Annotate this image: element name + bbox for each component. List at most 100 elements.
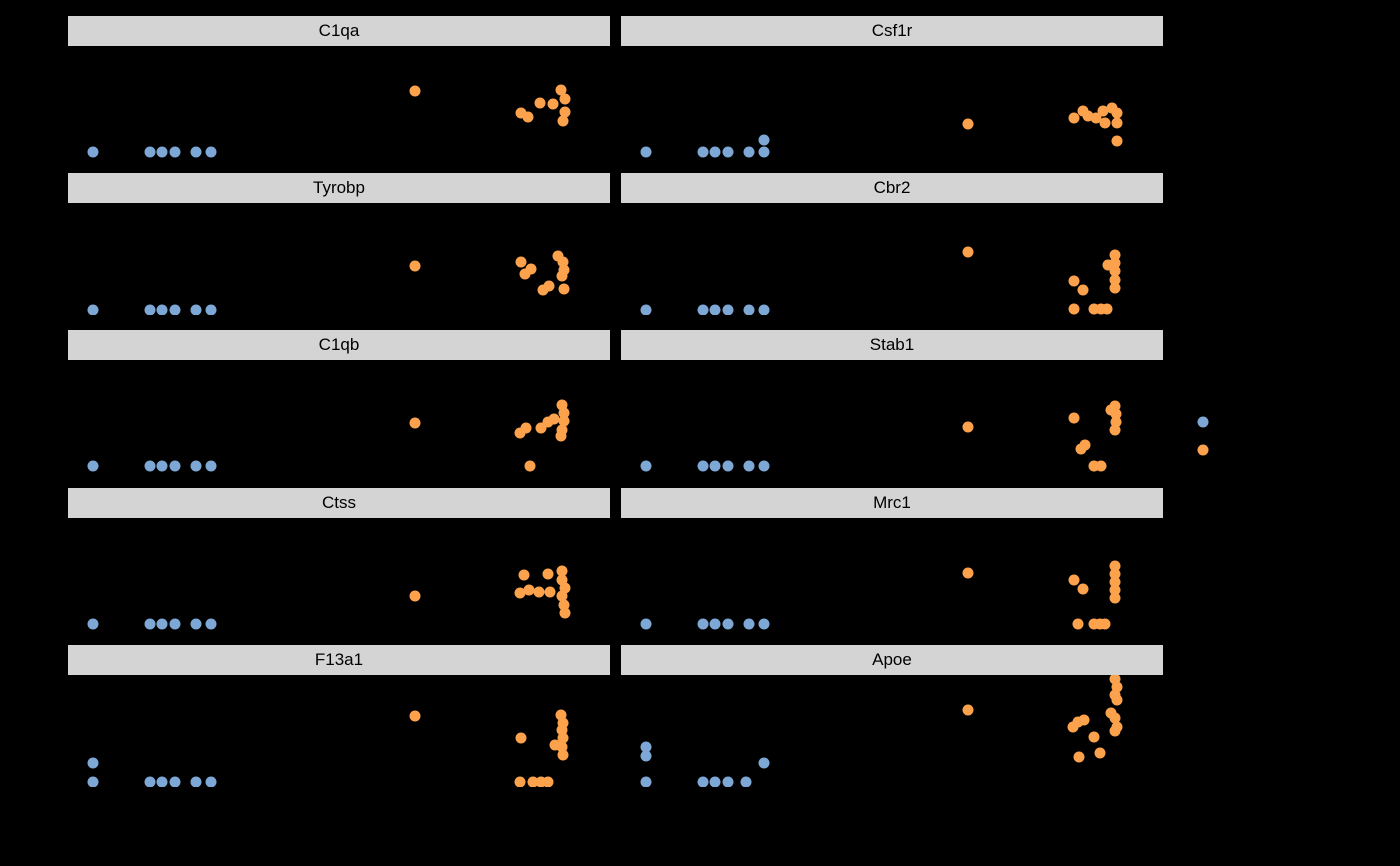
facet-title: C1qa	[318, 21, 360, 40]
data-point-orange	[1109, 424, 1121, 436]
data-point-orange	[524, 460, 536, 472]
data-point-blue	[758, 146, 770, 158]
legend-swatch-orange	[1197, 444, 1209, 456]
facet-ctss: Ctss	[68, 488, 610, 630]
facet-strip: Stab1	[621, 330, 1163, 360]
data-point-orange	[1077, 583, 1089, 595]
data-point-blue	[758, 134, 770, 146]
data-point-orange	[1088, 303, 1100, 315]
data-point-orange	[1109, 568, 1121, 580]
facet-panel	[68, 518, 610, 630]
data-point-blue	[205, 146, 217, 158]
data-point-orange	[1109, 400, 1121, 412]
facet-csf1r: Csf1r	[621, 16, 1163, 158]
data-point-blue	[87, 618, 99, 630]
facet-stab1: Stab1	[621, 330, 1163, 472]
data-point-orange	[514, 776, 526, 787]
data-point-blue	[697, 618, 709, 630]
data-point-blue	[156, 304, 168, 315]
data-point-blue	[640, 750, 652, 762]
data-point-orange	[1072, 618, 1084, 630]
data-point-orange	[1099, 117, 1111, 129]
data-point-orange	[515, 732, 527, 744]
data-point-orange	[559, 106, 571, 118]
data-point-orange	[522, 111, 534, 123]
facet-strip: F13a1	[68, 645, 610, 675]
data-point-blue	[697, 776, 709, 787]
data-point-orange	[559, 93, 571, 105]
data-point-orange	[1073, 751, 1085, 763]
facet-panel	[621, 203, 1163, 315]
data-point-orange	[1072, 716, 1084, 728]
data-point-orange	[555, 430, 567, 442]
facet-strip: Tyrobp	[68, 173, 610, 203]
data-point-orange	[555, 84, 567, 96]
data-point-orange	[542, 416, 554, 428]
data-point-orange	[1068, 303, 1080, 315]
facet-title: Tyrobp	[313, 178, 365, 197]
facet-panel	[621, 360, 1163, 472]
data-point-orange	[1109, 584, 1121, 596]
data-point-orange	[556, 574, 568, 586]
data-point-orange	[1109, 282, 1121, 294]
data-point-orange	[962, 567, 974, 579]
data-point-orange	[1106, 102, 1118, 114]
data-point-blue	[144, 146, 156, 158]
data-point-orange	[1067, 721, 1079, 733]
data-point-blue	[722, 304, 734, 315]
data-point-blue	[709, 460, 721, 472]
data-point-orange	[543, 280, 555, 292]
facet-strip: C1qb	[68, 330, 610, 360]
data-point-orange	[515, 256, 527, 268]
data-point-blue	[740, 776, 752, 787]
data-point-orange	[1109, 712, 1121, 724]
data-point-blue	[758, 757, 770, 769]
facet-title: Apoe	[872, 650, 912, 669]
data-point-orange	[1077, 284, 1089, 296]
legend-swatch-blue	[1197, 416, 1209, 428]
facet-strip: Csf1r	[621, 16, 1163, 46]
data-point-orange	[558, 264, 570, 276]
facet-panel	[68, 203, 610, 315]
legend	[1192, 410, 1232, 466]
data-point-orange	[1088, 731, 1100, 743]
data-point-blue	[697, 146, 709, 158]
data-point-orange	[559, 582, 571, 594]
facet-title: Stab1	[869, 335, 915, 354]
data-point-orange	[1079, 439, 1091, 451]
data-point-orange	[1088, 618, 1100, 630]
data-point-orange	[1082, 110, 1094, 122]
data-point-orange	[535, 776, 547, 787]
facet-title: F13a1	[314, 650, 364, 669]
data-point-orange	[514, 587, 526, 599]
data-point-blue	[640, 618, 652, 630]
facet-c1qa: C1qa	[68, 16, 610, 158]
data-point-orange	[1078, 714, 1090, 726]
data-point-orange	[409, 590, 421, 602]
data-point-blue	[190, 146, 202, 158]
data-point-orange	[1095, 460, 1107, 472]
data-point-orange	[1097, 105, 1109, 117]
data-point-blue	[697, 304, 709, 315]
data-point-orange	[1111, 135, 1123, 147]
data-point-blue	[87, 757, 99, 769]
data-point-orange	[962, 246, 974, 258]
data-point-blue	[743, 618, 755, 630]
data-point-orange	[520, 422, 532, 434]
data-point-orange	[1109, 274, 1121, 286]
data-point-orange	[1109, 560, 1121, 572]
data-point-orange	[514, 427, 526, 439]
data-point-orange	[1111, 117, 1123, 129]
data-point-orange	[1111, 681, 1123, 693]
facet-strip: C1qa	[68, 16, 610, 46]
data-point-blue	[169, 304, 181, 315]
data-point-blue	[190, 304, 202, 315]
facet-panel	[68, 360, 610, 472]
facet-title: Csf1r	[871, 21, 913, 40]
data-point-orange	[552, 250, 564, 262]
data-point-orange	[542, 568, 554, 580]
data-point-blue	[640, 460, 652, 472]
data-point-orange	[544, 586, 556, 598]
data-point-blue	[87, 146, 99, 158]
data-point-orange	[1111, 107, 1123, 119]
